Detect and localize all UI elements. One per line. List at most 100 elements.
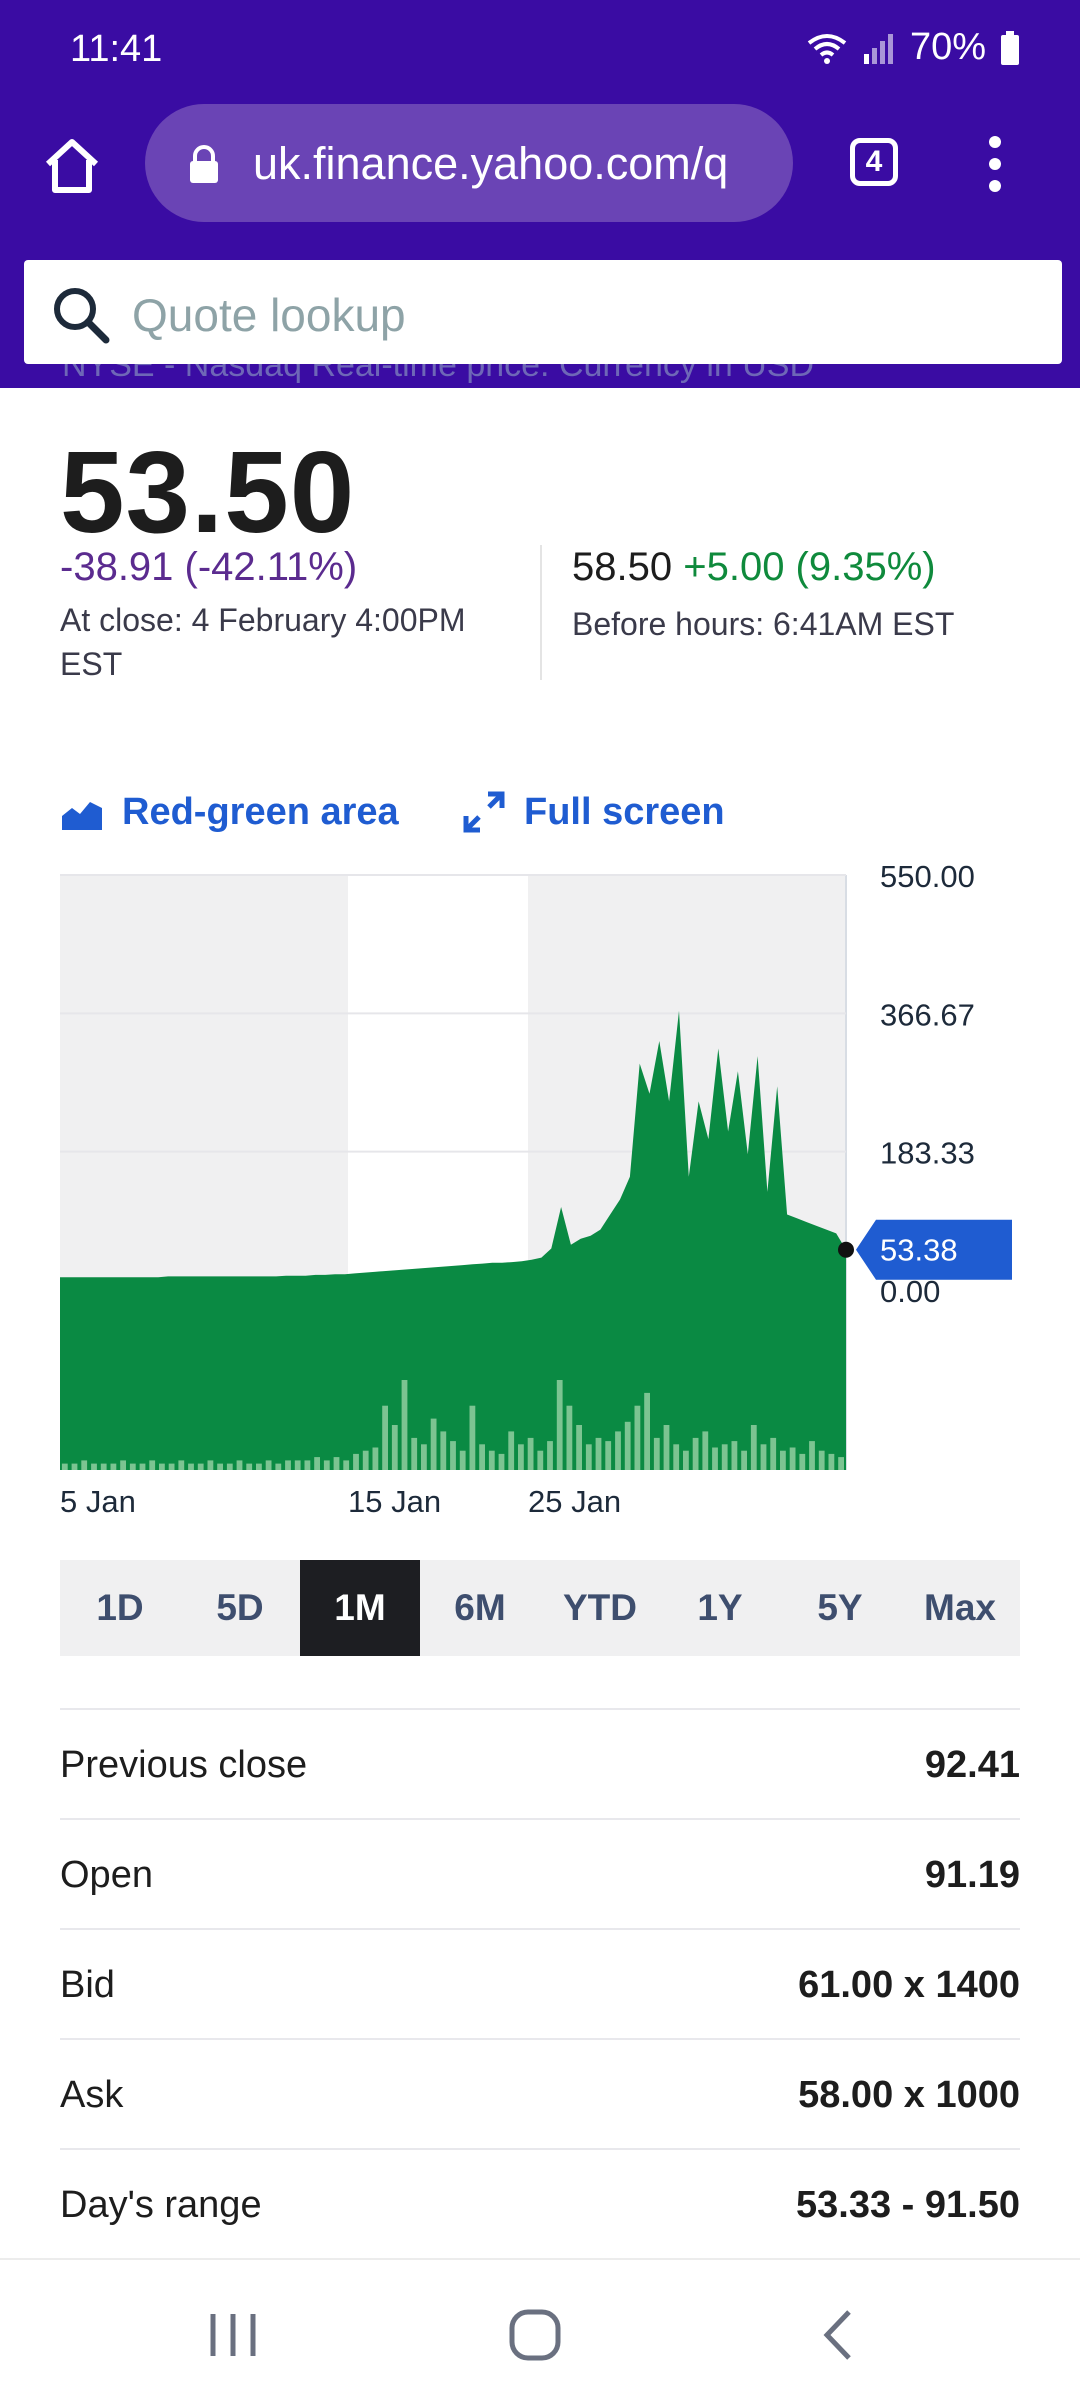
x-tick-label: 25 Jan: [528, 1484, 621, 1519]
back-icon[interactable]: [805, 2300, 875, 2370]
current-price-tag: [856, 1219, 1012, 1280]
status-bar: 11:41 70%: [0, 0, 1080, 96]
stat-row-bid: Bid 61.00 x 1400: [60, 1928, 1020, 2038]
full-screen-button[interactable]: Full screen: [462, 790, 725, 834]
volume-bar: [294, 1460, 301, 1470]
current-price-dot: [838, 1241, 854, 1258]
volume-bar: [246, 1463, 253, 1470]
home-icon[interactable]: [40, 134, 104, 198]
volume-bar: [585, 1444, 592, 1470]
stat-row-ask: Ask 58.00 x 1000: [60, 2038, 1020, 2148]
volume-bar: [537, 1450, 544, 1470]
recent-apps-icon[interactable]: [198, 2300, 268, 2370]
volume-bar: [469, 1405, 476, 1470]
chart-svg[interactable]: 550.00 366.67 183.33 0.00 5 Jan 15 Jan 25 Jan 5…: [0, 859, 1080, 1520]
url-text[interactable]: uk.finance.yahoo.com/q: [253, 138, 729, 189]
search-band: NYSE - Nasdaq Real-time price. Currency …: [0, 246, 1080, 388]
status-right: 70%: [806, 26, 1020, 69]
volume-bar: [256, 1463, 262, 1470]
price-chart[interactable]: 550.00 366.67 183.33 0.00 5 Jan 15 Jan 25 Jan 5…: [0, 859, 1080, 1520]
volume-bar: [353, 1453, 359, 1470]
period-1d[interactable]: 1D: [96, 1587, 144, 1628]
browser-toolbar: uk.finance.yahoo.com/q 4: [0, 96, 1080, 246]
volume-bar: [576, 1425, 582, 1470]
system-nav-bar: [0, 2258, 1080, 2402]
volume-bar: [450, 1441, 456, 1470]
chart-type-label[interactable]: Red-green area: [122, 790, 399, 833]
x-tick-label: 15 Jan: [348, 1484, 441, 1519]
volume-bar: [129, 1463, 136, 1470]
stat-value: 91.19: [924, 1854, 1020, 1896]
search-placeholder[interactable]: Quote lookup: [132, 289, 406, 341]
volume-bar: [159, 1463, 165, 1470]
volume-bar: [741, 1450, 747, 1470]
volume-bar: [547, 1441, 553, 1470]
full-screen-label[interactable]: Full screen: [524, 790, 725, 833]
more-menu-icon[interactable]: [980, 134, 1010, 194]
volume-bar: [401, 1380, 408, 1470]
volume-bar: [556, 1380, 563, 1470]
x-tick-label: 5 Jan: [60, 1484, 136, 1519]
volume-bar: [838, 1457, 844, 1470]
volume-bar: [605, 1441, 612, 1470]
volume-bar: [275, 1463, 282, 1470]
expand-icon: [463, 791, 505, 833]
volume-bar: [789, 1447, 796, 1470]
period-6m[interactable]: 6M: [454, 1587, 506, 1628]
volume-bar: [304, 1460, 311, 1470]
stat-value: 58.00 x 1000: [798, 2074, 1020, 2116]
volume-bar: [100, 1463, 107, 1470]
volume-bar: [653, 1437, 660, 1470]
period-max[interactable]: Max: [924, 1587, 996, 1628]
signal-icon: [863, 33, 893, 64]
price-area-series[interactable]: [60, 1010, 846, 1470]
stat-label: Previous close: [60, 1744, 308, 1786]
quote-lookup-input[interactable]: Quote lookup: [24, 260, 1062, 364]
volume-bar: [323, 1460, 330, 1470]
volume-bar: [508, 1431, 515, 1470]
volume-bar: [731, 1441, 738, 1470]
period-ytd[interactable]: YTD: [563, 1587, 637, 1628]
status-time: 11:41: [70, 28, 163, 70]
stat-label: Ask: [60, 2074, 124, 2116]
volume-bar: [120, 1460, 126, 1470]
pre-market-quote: 58.50 +5.00 (9.35%): [572, 545, 936, 590]
volume-bar: [702, 1431, 709, 1470]
volume-bar: [362, 1450, 369, 1470]
volume-bar: [459, 1450, 466, 1470]
volume-bar: [673, 1444, 680, 1470]
volume-bar: [285, 1460, 291, 1470]
volume-bar: [683, 1450, 689, 1470]
tab-switcher-button[interactable]: 4: [850, 138, 898, 186]
volume-bar: [750, 1425, 757, 1470]
stat-label: Day's range: [60, 2184, 262, 2226]
stat-value: 53.33 - 91.50: [796, 2184, 1020, 2226]
stat-value: 61.00 x 1400: [798, 1964, 1020, 2006]
volume-bar: [615, 1431, 621, 1470]
period-5d[interactable]: 5D: [216, 1587, 264, 1628]
volume-bar: [411, 1437, 418, 1470]
volume-bar: [382, 1405, 388, 1470]
volume-bar: [644, 1392, 650, 1470]
volume-bar: [634, 1405, 641, 1470]
volume-bar: [430, 1418, 437, 1470]
period-1m[interactable]: 1M: [300, 1560, 420, 1656]
url-bar[interactable]: uk.finance.yahoo.com/q: [145, 104, 793, 222]
volume-bar: [488, 1450, 495, 1470]
chart-type-button[interactable]: Red-green area: [60, 790, 399, 834]
period-1y[interactable]: 1Y: [697, 1587, 743, 1628]
pre-market-change: +5.00 (9.35%): [683, 545, 936, 589]
period-5y[interactable]: 5Y: [817, 1587, 863, 1628]
volume-bar: [780, 1450, 786, 1470]
volume-bar: [91, 1463, 97, 1470]
volume-bar: [81, 1460, 88, 1470]
search-icon: [54, 288, 110, 344]
volume-bar: [61, 1463, 68, 1470]
home-nav-icon[interactable]: [500, 2300, 570, 2370]
volume-bar: [692, 1437, 699, 1470]
volume-bar: [721, 1444, 728, 1470]
current-price-label: 53.38: [880, 1233, 958, 1268]
y-tick-label: 0.00: [880, 1274, 940, 1309]
volume-bar: [314, 1457, 320, 1470]
pre-market-price: 58.50: [572, 545, 673, 589]
